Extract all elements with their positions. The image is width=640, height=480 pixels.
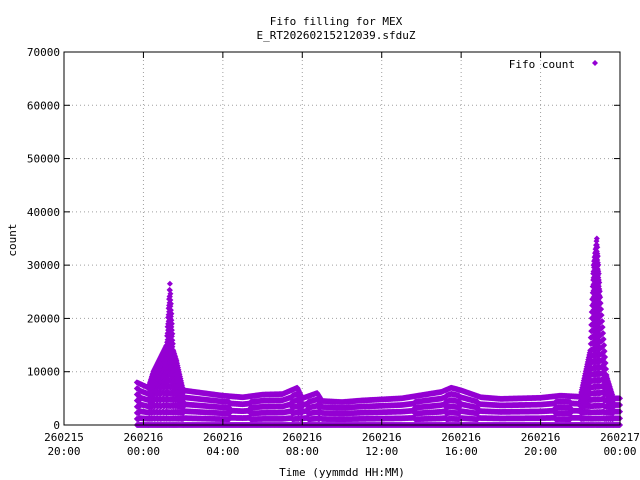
data-point (169, 340, 176, 347)
data-point (166, 287, 173, 294)
data-point (167, 300, 174, 307)
data-point (169, 330, 176, 337)
data-point (168, 310, 175, 317)
grid (64, 52, 620, 425)
data-point (166, 280, 173, 287)
data-points (133, 235, 623, 428)
data-point (167, 290, 174, 297)
data-point (167, 297, 174, 304)
chart-title: Fifo filling for MEX (270, 15, 403, 28)
data-point (167, 307, 174, 314)
data-point (168, 320, 175, 327)
chart-subtitle: E_RT20260215212039.sfduZ (257, 29, 416, 42)
data-point (168, 327, 175, 334)
